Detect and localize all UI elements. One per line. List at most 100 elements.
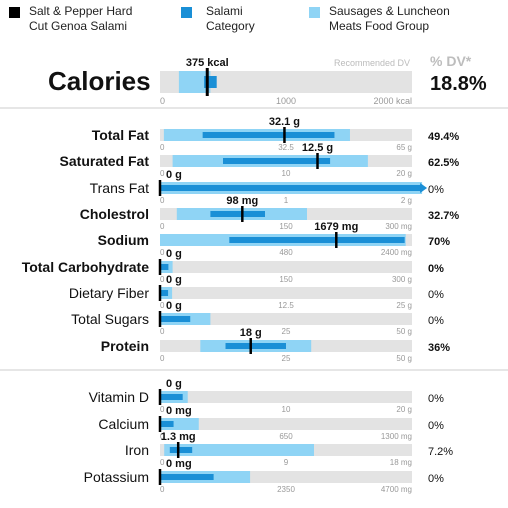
nutrient-category-range <box>202 132 335 138</box>
nutrient-dv-cholestrol: 32.7% <box>428 210 459 222</box>
legend-swatch-item <box>9 7 20 18</box>
legend-label-line: Category <box>206 19 255 33</box>
nutrient-category-range <box>160 290 169 296</box>
nutrient-tick-label: 0 <box>160 405 165 414</box>
nutrient-tick-label: 0 <box>160 327 165 336</box>
nutrient-tick-label: 18 mg <box>390 458 412 467</box>
nutrient-category-range <box>210 211 265 217</box>
nutrient-value-label: 0 g <box>166 378 182 390</box>
nutrient-track <box>160 287 412 299</box>
nutrient-tick-label: 50 g <box>396 327 412 336</box>
nutrient-category-range <box>160 185 423 191</box>
calories-track <box>160 71 412 93</box>
nutrient-tick-label: 480 <box>279 248 293 257</box>
calories-label: Calories <box>48 66 151 96</box>
nutrient-label-saturated-fat: Saturated Fat <box>60 153 150 169</box>
legend-label-line: Salt & Pepper Hard <box>29 4 133 18</box>
nutrient-dv-total-fat: 49.4% <box>428 131 459 143</box>
calories-value-label: 375 kcal <box>186 57 229 69</box>
calories-tick-label: 2000 kcal <box>373 96 412 106</box>
nutrient-track <box>160 391 412 403</box>
nutrient-dv-total-sugars: 0% <box>428 315 444 327</box>
nutrient-tick-label: 0 <box>160 196 165 205</box>
nutrient-dv-sodium: 70% <box>428 236 450 248</box>
nutrient-label-vitamin-d: Vitamin D <box>89 389 149 405</box>
nutrient-value-label: 98 mg <box>226 195 258 207</box>
nutrient-dv-vitamin-d: 0% <box>428 393 444 405</box>
legend-label-line: Sausages & Luncheon <box>329 4 450 18</box>
nutrient-label-calcium: Calcium <box>98 416 149 432</box>
nutrient-label-protein: Protein <box>101 338 149 354</box>
nutrient-label-dietary-fiber: Dietary Fiber <box>69 285 149 301</box>
legend-label-group: Sausages & Luncheon Meats Food Group <box>329 4 450 34</box>
nutrient-value-label: 32.1 g <box>269 116 300 128</box>
nutrient-label-total-carbohydrate: Total Carbohydrate <box>22 259 150 275</box>
calories-dv: 18.8% <box>430 73 487 95</box>
dv-header: % DV* <box>430 53 472 69</box>
legend-label-line: Salami <box>206 4 243 18</box>
nutrient-tick-label: 20 g <box>396 405 412 414</box>
nutrient-tick-label: 150 <box>279 222 293 231</box>
nutrient-dv-iron: 7.2% <box>428 446 453 458</box>
nutrient-value-label: 0 g <box>166 300 182 312</box>
nutrient-dv-saturated-fat: 62.5% <box>428 157 459 169</box>
nutrient-tick-label: 50 g <box>396 354 412 363</box>
nutrient-value-label: 0 mg <box>166 405 192 417</box>
nutrient-value-label: 1.3 mg <box>161 431 196 443</box>
legend-label-line: Meats Food Group <box>329 19 430 33</box>
nutrient-category-range <box>160 316 191 322</box>
nutrient-value-label: 18 g <box>240 327 262 339</box>
nutrient-tick-label: 12.5 <box>278 301 294 310</box>
overflow-arrow <box>420 183 428 193</box>
nutrient-track <box>160 261 412 273</box>
nutrient-tick-label: 10 <box>282 405 291 414</box>
nutrient-tick-label: 2400 mg <box>381 248 412 257</box>
calories-tick-label: 0 <box>160 96 165 106</box>
nutrient-value-label: 0 g <box>166 274 182 286</box>
nutrient-label-sodium: Sodium <box>98 232 149 248</box>
nutrient-dv-protein: 36% <box>428 342 450 354</box>
nutrient-tick-label: 20 g <box>396 169 412 178</box>
nutrient-value-label: 12.5 g <box>302 142 333 154</box>
calories-tick-label: 1000 <box>276 96 296 106</box>
legend-swatch-category <box>181 7 192 18</box>
nutrient-track <box>160 418 412 430</box>
nutrient-tick-label: 10 <box>282 169 291 178</box>
nutrient-tick-label: 150 <box>279 275 293 284</box>
nutrient-tick-label: 0 <box>160 169 165 178</box>
nutrient-tick-label: 0 <box>160 354 165 363</box>
nutrient-tick-label: 650 <box>279 432 293 441</box>
nutrient-value-label: 0 mg <box>166 458 192 470</box>
nutrient-tick-label: 2 g <box>401 196 412 205</box>
nutrient-tick-label: 2350 <box>277 485 295 494</box>
nutrient-tick-label: 0 <box>160 248 165 257</box>
calories-group-range <box>178 71 211 93</box>
nutrient-label-trans-fat: Trans Fat <box>90 180 149 196</box>
legend-label-item: Salt & Pepper Hard Cut Genoa Salami <box>29 4 132 34</box>
nutrient-dv-dietary-fiber: 0% <box>428 289 444 301</box>
nutrient-track <box>160 313 412 325</box>
nutrient-value-label: 1679 mg <box>314 221 358 233</box>
nutrient-category-range <box>160 474 214 480</box>
nutrient-tick-label: 32.5 <box>278 143 294 152</box>
nutrient-tick-label: 65 g <box>396 143 412 152</box>
nutrient-category-range <box>229 237 405 243</box>
legend-label-category: Salami Category <box>206 4 255 34</box>
nutrient-tick-label: 0 <box>160 432 165 441</box>
nutrient-tick-label: 0 <box>160 143 165 152</box>
nutrient-category-range <box>169 447 193 453</box>
nutrient-tick-label: 300 mg <box>385 222 412 231</box>
nutrient-tick-label: 0 <box>160 222 165 231</box>
nutrient-dv-trans-fat: 0% <box>428 184 444 196</box>
nutrient-tick-label: 9 <box>284 458 289 467</box>
nutrient-label-potassium: Potassium <box>84 469 149 485</box>
nutrient-category-range <box>160 264 169 270</box>
nutrient-tick-label: 1 <box>284 196 289 205</box>
nutrient-tick-label: 0 <box>160 301 165 310</box>
nutrient-tick-label: 300 g <box>392 275 412 284</box>
nutrient-label-total-sugars: Total Sugars <box>71 311 149 327</box>
nutrient-tick-label: 0 <box>160 458 165 467</box>
nutrient-tick-label: 4700 mg <box>381 485 412 494</box>
nutrient-label-cholestrol: Cholestrol <box>80 206 149 222</box>
